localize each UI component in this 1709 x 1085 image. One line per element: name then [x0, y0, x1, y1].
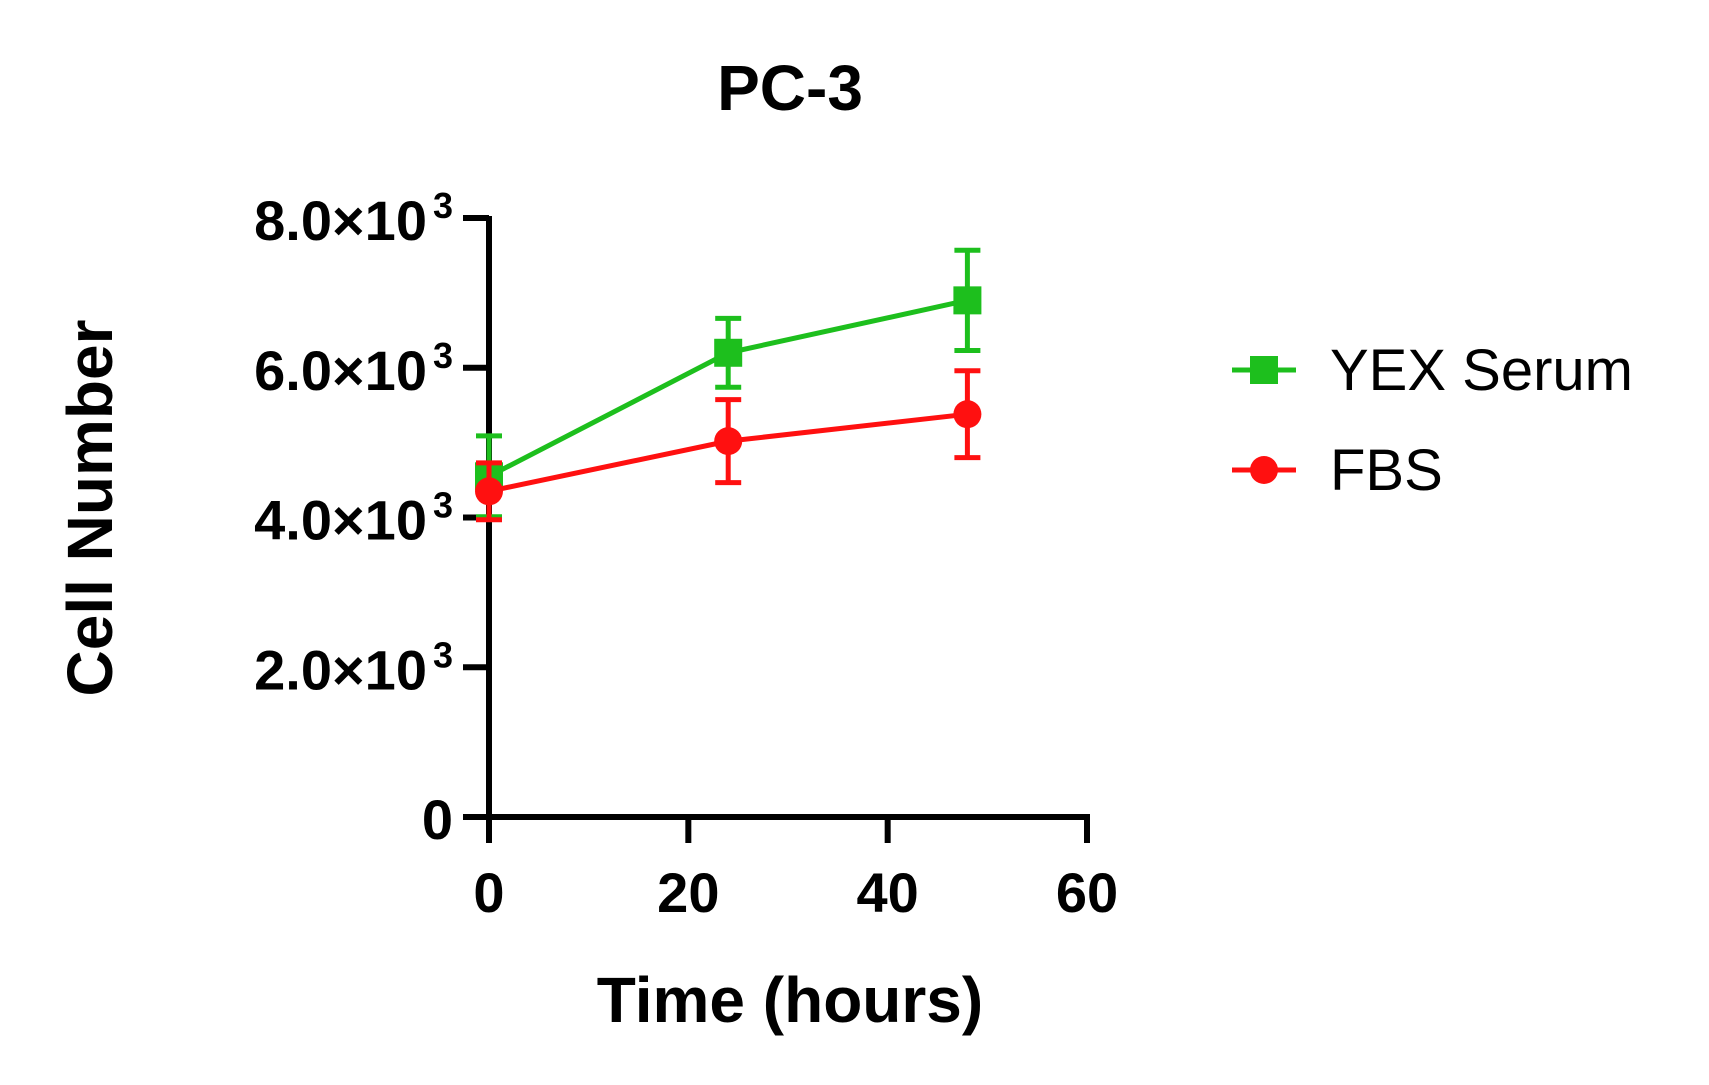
- x-axis-label: Time (hours): [597, 964, 983, 1036]
- x-tick-label: 60: [1056, 861, 1118, 924]
- legend-marker: [1250, 456, 1278, 484]
- y-tick-label: 2.0×10 3: [254, 634, 453, 701]
- data-point: [714, 427, 743, 456]
- y-tick-label: 6.0×10 3: [254, 335, 453, 402]
- data-point: [714, 338, 743, 367]
- y-tick-label: 8.0×10 3: [254, 185, 453, 252]
- y-tick-label: 0: [422, 788, 453, 851]
- legend-label: FBS: [1330, 438, 1443, 503]
- x-tick-label: 20: [657, 861, 719, 924]
- legend-item: FBS: [1232, 438, 1443, 503]
- x-tick-label: 40: [857, 861, 919, 924]
- y-tick-label: 4.0×10 3: [254, 485, 453, 552]
- chart-title: PC-3: [717, 52, 863, 124]
- data-point: [953, 400, 982, 429]
- series-fbs: [475, 368, 982, 523]
- x-tick-label: 0: [473, 861, 504, 924]
- legend-marker: [1250, 356, 1278, 384]
- data-point: [953, 286, 982, 315]
- legend-item: YEX Serum: [1232, 338, 1633, 403]
- legend-label: YEX Serum: [1330, 338, 1633, 403]
- y-axis-label: Cell Number: [54, 320, 126, 697]
- data-point: [475, 477, 503, 506]
